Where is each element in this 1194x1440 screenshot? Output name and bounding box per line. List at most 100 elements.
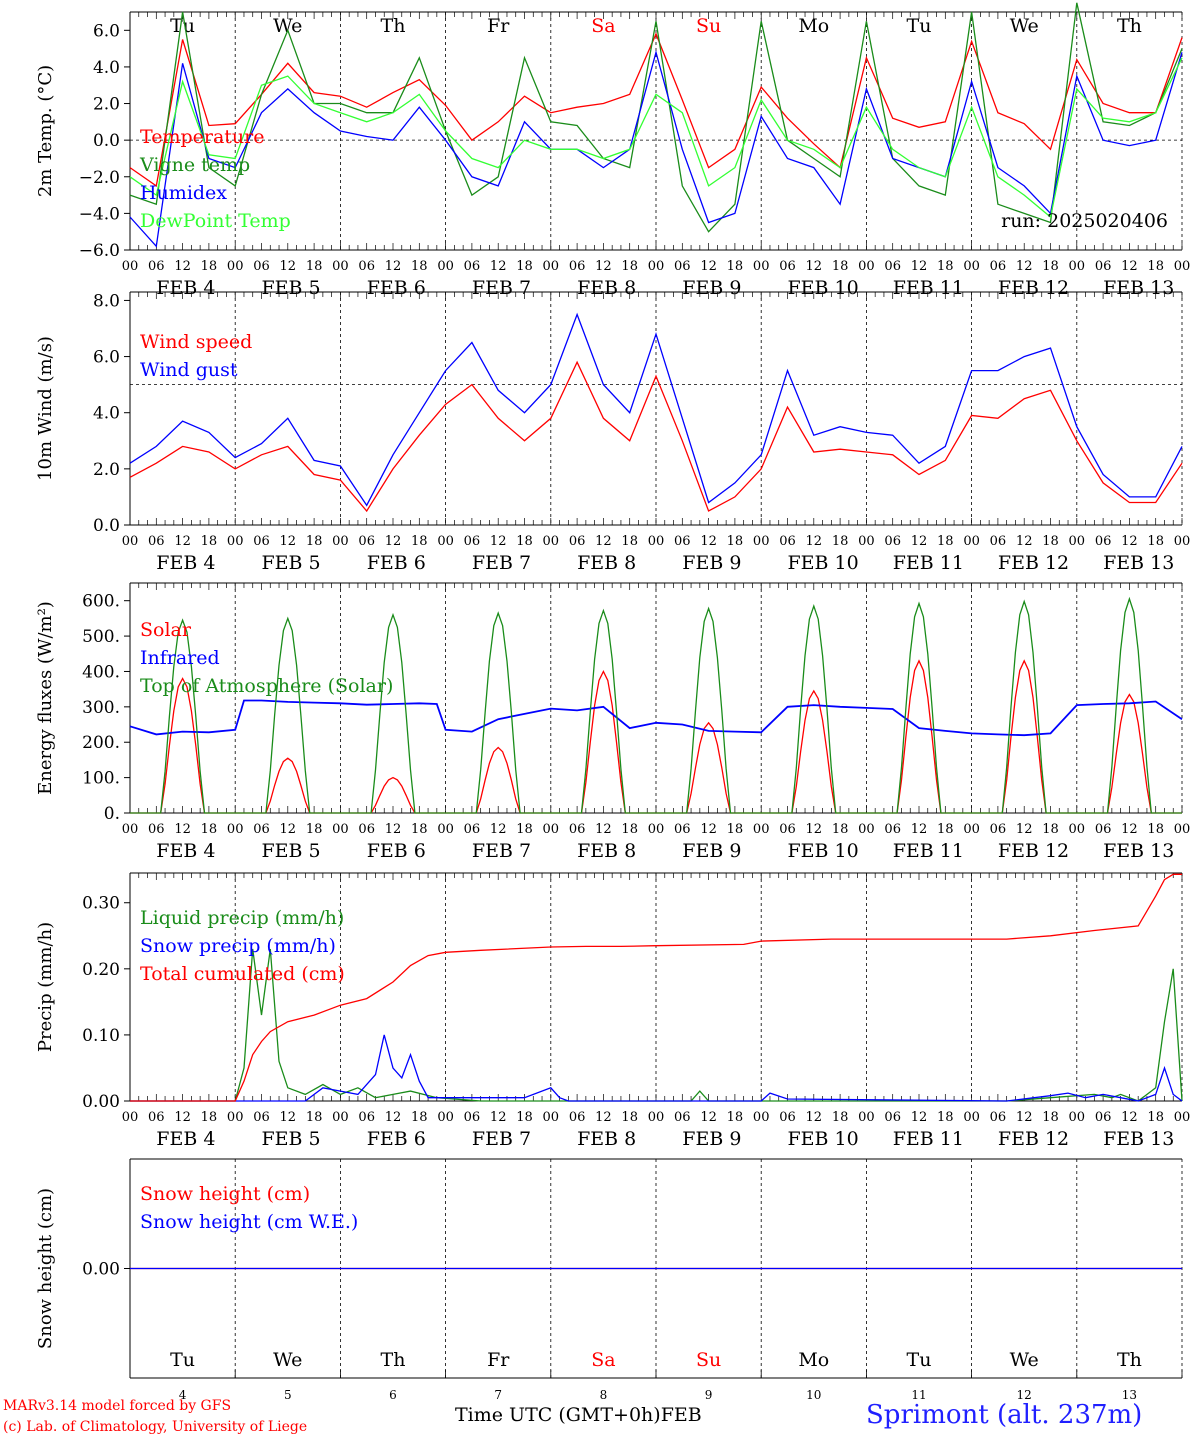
hour-tick-label: 18 [621,534,638,549]
date-label: FEB 11 [893,277,964,299]
hour-tick-label: 00 [858,822,875,837]
hour-tick-label: 18 [1042,534,1059,549]
hour-tick-label: 00 [437,259,454,274]
hour-tick-label: 00 [543,1110,560,1125]
hour-tick-label: 06 [990,259,1007,274]
hour-tick-label: 06 [358,534,375,549]
hour-tick-label: 18 [937,534,954,549]
date-label: FEB 7 [472,552,531,574]
hour-tick-label: 00 [753,1110,770,1125]
y-tick-label: 0.00 [82,1092,120,1112]
day-name-label: Th [1117,15,1142,37]
day-name-label: Tu [907,15,932,37]
day-name-label: Sa [591,15,615,37]
day-name-label: Tu [170,15,195,37]
month-label: FEB [660,1404,702,1426]
hour-tick-label: 12 [806,1110,823,1125]
hour-tick-label: 18 [937,822,954,837]
day-name-label: We [1010,1349,1039,1371]
y-tick-label: 600. [82,592,120,612]
hour-tick-label: 00 [753,259,770,274]
date-label: FEB 11 [893,1128,964,1150]
date-label: FEB 10 [788,277,859,299]
hour-tick-label: 06 [990,822,1007,837]
hour-tick-label: 18 [306,534,323,549]
hour-tick-label: 12 [385,822,402,837]
hour-tick-label: 00 [1174,534,1191,549]
hour-tick-label: 06 [884,1110,901,1125]
legend-entry: Temperature [140,126,264,148]
hour-tick-label: 12 [490,822,507,837]
day-name-label: We [1010,15,1039,37]
date-label: FEB 7 [472,277,531,299]
date-label: FEB 5 [262,840,321,862]
date-label: FEB 8 [577,277,636,299]
hour-tick-label: 00 [543,822,560,837]
day-name-label: Tu [170,1349,195,1371]
series-line-humidex [129,49,1183,248]
hour-tick-label: 00 [1174,1110,1191,1125]
day-name-label: We [273,15,302,37]
legend-entry: Snow precip (mm/h) [140,935,336,957]
y-tick-label: −4.0 [79,204,120,224]
hour-tick-label: 06 [253,1110,270,1125]
hour-tick-label: 06 [884,259,901,274]
hour-tick-label: 18 [306,822,323,837]
date-label: FEB 13 [1103,1128,1174,1150]
hour-tick-label: 18 [411,534,428,549]
hour-tick-label: 18 [832,1110,849,1125]
day-number-label: 13 [1122,1388,1137,1402]
hour-tick-label: 00 [648,822,665,837]
hour-tick-label: 06 [1095,1110,1112,1125]
day-name-label: Th [381,15,406,37]
hour-tick-label: 18 [1042,1110,1059,1125]
hour-tick-label: 00 [227,259,244,274]
hour-tick-label: 06 [674,259,691,274]
date-label: FEB 10 [788,840,859,862]
day-name-label: Fr [487,15,510,37]
day-name-label: Sa [591,1349,615,1371]
day-name-label: Mo [798,15,829,37]
hour-tick-label: 00 [963,259,980,274]
date-label: FEB 4 [156,1128,215,1150]
date-label: FEB 9 [682,277,741,299]
hour-tick-label: 00 [122,259,139,274]
date-label: FEB 4 [156,840,215,862]
hour-tick-label: 18 [411,259,428,274]
y-tick-label: 2.0 [93,460,120,480]
legend-entry: Humidex [140,182,227,204]
hour-tick-label: 00 [1069,1110,1086,1125]
hour-tick-label: 18 [201,534,218,549]
y-tick-label: 8.0 [93,291,120,311]
y-tick-label: 400. [82,662,120,682]
hour-tick-label: 00 [1174,259,1191,274]
hour-tick-label: 00 [122,1110,139,1125]
legend-entry: Wind gust [140,359,238,381]
series-line-infrared [129,699,1183,737]
date-label: FEB 11 [893,552,964,574]
hour-tick-label: 18 [727,534,744,549]
y-tick-label: 2.0 [93,95,120,115]
hour-tick-label: 00 [963,1110,980,1125]
hour-tick-label: 00 [648,259,665,274]
y-axis-label: 2m Temp. (°C) [35,65,56,197]
legend-entry: Liquid precip (mm/h) [140,907,344,929]
hour-tick-label: 18 [411,822,428,837]
date-label: FEB 9 [682,552,741,574]
hour-tick-label: 06 [148,259,165,274]
hour-tick-label: 06 [674,1110,691,1125]
day-name-label: Th [1117,1349,1142,1371]
hour-tick-label: 12 [1121,259,1138,274]
hour-tick-label: 00 [437,822,454,837]
hour-tick-label: 18 [201,259,218,274]
hour-tick-label: 12 [385,259,402,274]
station-name: Sprimont (alt. 237m) [866,1400,1143,1430]
hour-tick-label: 06 [674,534,691,549]
date-label: FEB 13 [1103,840,1174,862]
hour-tick-label: 18 [937,1110,954,1125]
hour-tick-label: 00 [227,534,244,549]
hour-tick-label: 00 [858,259,875,274]
hour-tick-label: 12 [595,1110,612,1125]
hour-tick-label: 00 [332,259,349,274]
hour-tick-label: 06 [253,534,270,549]
